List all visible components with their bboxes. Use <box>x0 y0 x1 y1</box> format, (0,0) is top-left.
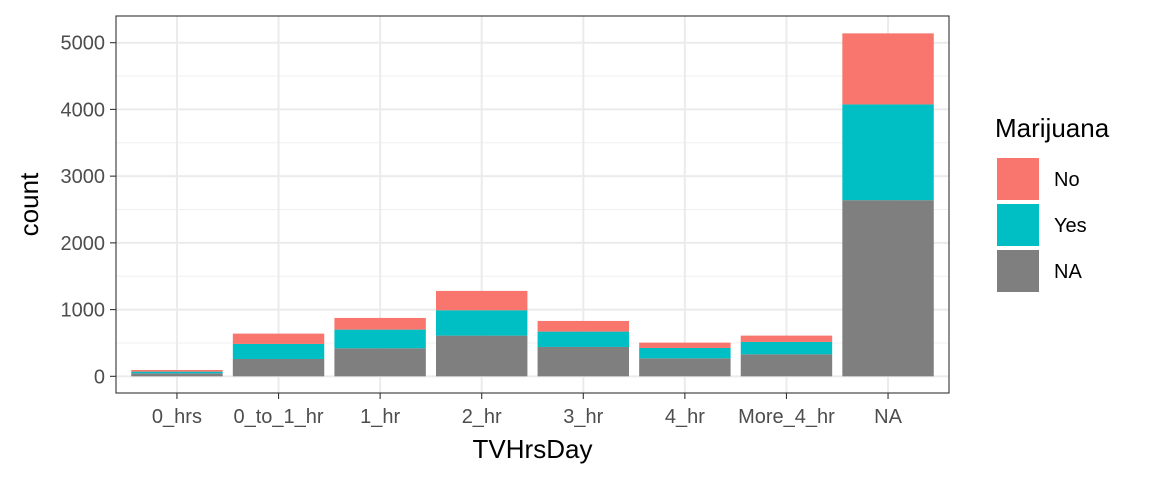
legend-key <box>997 250 1039 292</box>
y-tick-label: 5000 <box>61 33 106 55</box>
bar-segment <box>537 346 630 377</box>
y-tick-label: 3000 <box>61 166 106 188</box>
bar-segment <box>842 104 934 201</box>
bar-segment <box>232 343 325 359</box>
x-tick-label: 2_hr <box>462 406 502 428</box>
bar-segment <box>232 333 325 344</box>
bar-segment <box>740 335 833 342</box>
x-tick-label: 3_hr <box>563 406 603 428</box>
x-tick-label: 1_hr <box>360 406 400 428</box>
bar-segment <box>639 342 731 348</box>
bar-segment <box>131 369 223 372</box>
bars-group <box>131 33 934 377</box>
plot-panel-border <box>115 15 950 394</box>
y-tick-label: 0 <box>94 366 105 388</box>
plot-panel <box>116 16 949 393</box>
bar-segment <box>740 341 833 355</box>
bar-segment <box>435 310 528 336</box>
bar-segment <box>639 347 731 359</box>
bar-segment <box>131 373 223 377</box>
legend-title: Marijuana <box>995 113 1110 143</box>
y-tick-label: 1000 <box>61 300 106 322</box>
x-axis-title: TVHrsDay <box>473 434 593 464</box>
legend: Marijuana No Yes NA <box>995 113 1110 292</box>
y-tick-label: 2000 <box>61 233 106 255</box>
panel-fill <box>116 16 949 393</box>
x-tick-label: 4_hr <box>665 406 705 428</box>
bar-segment <box>740 354 833 377</box>
x-axis: 0_hrs 0_to_1_hr 1_hr 2_hr 3_hr 4_hr More_4_hr N… <box>152 393 903 428</box>
bar-segment <box>537 320 630 332</box>
x-tick-label: More_4_hr <box>738 406 835 428</box>
x-tick-label: 0_to_1_hr <box>233 406 323 428</box>
bar-segment <box>131 371 223 374</box>
y-axis-title: count <box>14 172 44 236</box>
bar-segment <box>435 335 528 377</box>
x-tick-label: NA <box>874 406 902 428</box>
y-axis: 0 1000 2000 3000 4000 5000 <box>61 33 116 388</box>
bar-segment <box>334 329 426 349</box>
bar-segment <box>842 200 934 377</box>
bar-segment <box>842 33 934 105</box>
legend-label: Yes <box>1054 215 1087 237</box>
bar-segment <box>232 358 325 377</box>
legend-label: No <box>1054 169 1080 191</box>
legend-label: NA <box>1054 261 1082 283</box>
legend-key <box>997 204 1039 246</box>
bar-segment <box>334 348 426 377</box>
bar-segment <box>435 290 528 311</box>
bar-segment <box>537 331 630 347</box>
y-tick-label: 4000 <box>61 99 106 121</box>
bar-segment <box>639 358 731 377</box>
x-tick-label: 0_hrs <box>152 406 202 428</box>
legend-key <box>997 158 1039 200</box>
bar-segment <box>334 317 426 330</box>
